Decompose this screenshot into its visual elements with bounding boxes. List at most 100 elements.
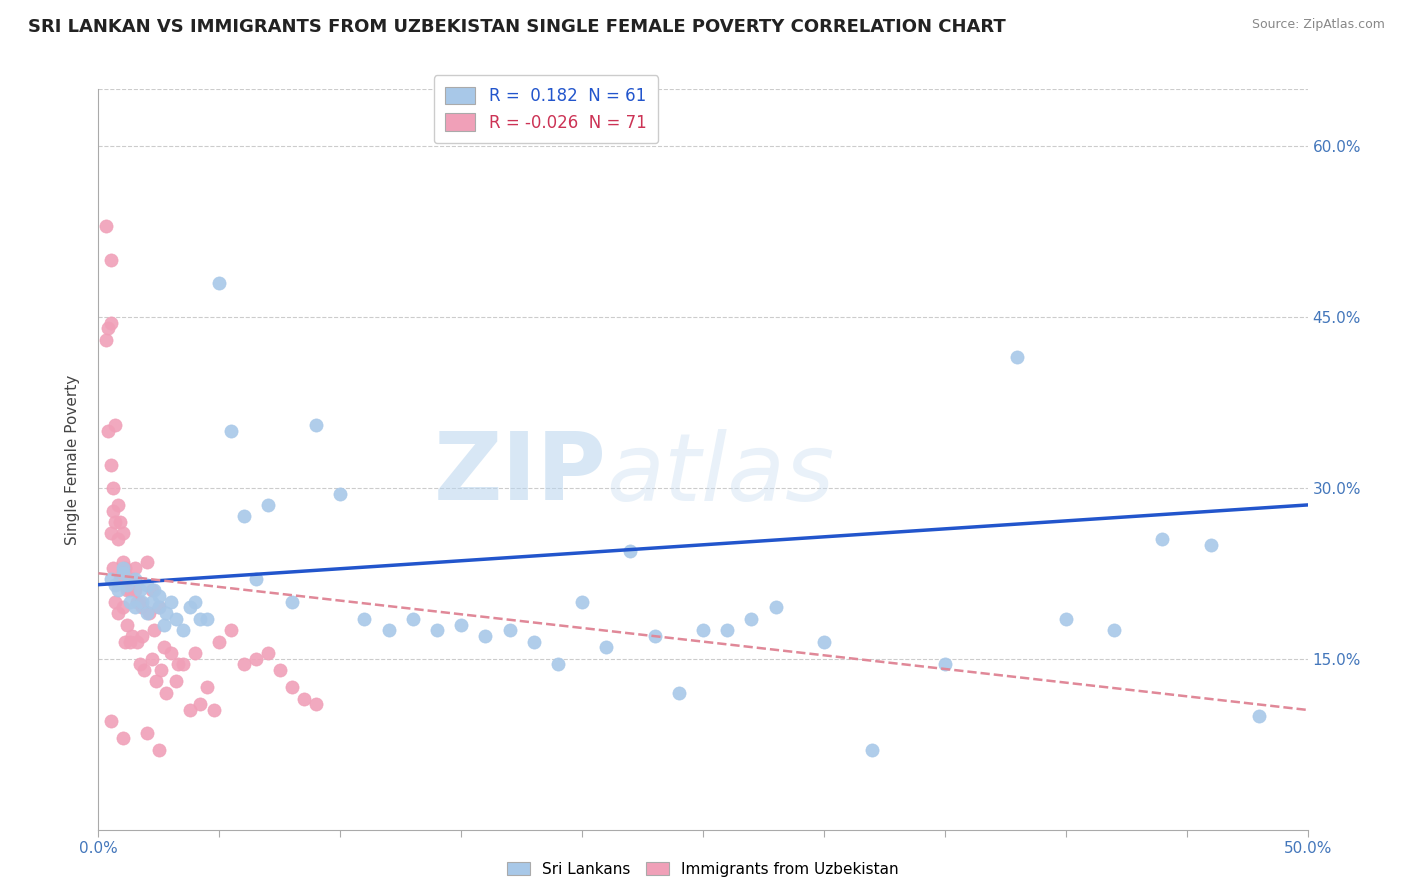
Point bbox=[152, 617, 174, 632]
Point bbox=[148, 743, 170, 757]
Point bbox=[124, 560, 146, 574]
Point bbox=[135, 555, 157, 569]
Point bbox=[716, 624, 738, 638]
Point bbox=[111, 731, 134, 746]
Point bbox=[195, 612, 218, 626]
Legend: R =  0.182  N = 61, R = -0.026  N = 71: R = 0.182 N = 61, R = -0.026 N = 71 bbox=[433, 75, 658, 144]
Point bbox=[1007, 350, 1029, 364]
Point bbox=[118, 634, 141, 648]
Point bbox=[97, 424, 120, 438]
Point bbox=[167, 657, 190, 672]
Point bbox=[256, 646, 278, 660]
Point bbox=[135, 577, 157, 591]
Point bbox=[644, 629, 666, 643]
Point bbox=[143, 583, 166, 598]
Point bbox=[121, 572, 143, 586]
Point bbox=[100, 316, 122, 330]
Point bbox=[111, 566, 134, 581]
Point bbox=[523, 634, 546, 648]
Point bbox=[138, 606, 160, 620]
Point bbox=[232, 509, 254, 524]
Point bbox=[172, 624, 194, 638]
Point bbox=[100, 526, 122, 541]
Point bbox=[152, 640, 174, 655]
Point bbox=[269, 663, 291, 677]
Point bbox=[245, 651, 267, 665]
Point bbox=[134, 663, 156, 677]
Point bbox=[188, 698, 211, 712]
Point bbox=[117, 617, 139, 632]
Point bbox=[150, 663, 173, 677]
Point bbox=[692, 624, 714, 638]
Point bbox=[281, 595, 304, 609]
Point bbox=[813, 634, 835, 648]
Text: Source: ZipAtlas.com: Source: ZipAtlas.com bbox=[1251, 18, 1385, 31]
Point bbox=[148, 589, 170, 603]
Point bbox=[1102, 624, 1125, 638]
Point bbox=[1249, 708, 1271, 723]
Point bbox=[619, 543, 641, 558]
Point bbox=[160, 595, 183, 609]
Point bbox=[155, 606, 177, 620]
Point bbox=[124, 572, 146, 586]
Point bbox=[353, 612, 375, 626]
Point bbox=[100, 458, 122, 472]
Point bbox=[117, 577, 139, 591]
Point bbox=[107, 498, 129, 512]
Point bbox=[131, 600, 153, 615]
Point bbox=[128, 657, 150, 672]
Point bbox=[571, 595, 593, 609]
Legend: Sri Lankans, Immigrants from Uzbekistan: Sri Lankans, Immigrants from Uzbekistan bbox=[499, 854, 907, 884]
Point bbox=[104, 577, 127, 591]
Point bbox=[188, 612, 211, 626]
Point bbox=[127, 634, 149, 648]
Point bbox=[547, 657, 569, 672]
Point bbox=[145, 674, 167, 689]
Point bbox=[111, 555, 134, 569]
Point bbox=[100, 253, 122, 268]
Point bbox=[118, 595, 141, 609]
Y-axis label: Single Female Poverty: Single Female Poverty bbox=[65, 375, 80, 544]
Point bbox=[160, 646, 183, 660]
Point bbox=[135, 725, 157, 739]
Point bbox=[121, 629, 143, 643]
Point bbox=[165, 674, 187, 689]
Point bbox=[108, 515, 131, 529]
Point bbox=[221, 424, 243, 438]
Point bbox=[114, 560, 136, 574]
Point bbox=[256, 498, 278, 512]
Point bbox=[155, 686, 177, 700]
Text: SRI LANKAN VS IMMIGRANTS FROM UZBEKISTAN SINGLE FEMALE POVERTY CORRELATION CHART: SRI LANKAN VS IMMIGRANTS FROM UZBEKISTAN… bbox=[28, 18, 1005, 36]
Point bbox=[179, 600, 201, 615]
Point bbox=[94, 333, 117, 347]
Point bbox=[97, 321, 120, 335]
Point bbox=[111, 600, 134, 615]
Point bbox=[305, 698, 328, 712]
Point bbox=[127, 595, 149, 609]
Point bbox=[1152, 532, 1174, 546]
Text: atlas: atlas bbox=[606, 429, 835, 520]
Point bbox=[107, 583, 129, 598]
Point bbox=[100, 714, 122, 729]
Point bbox=[305, 418, 328, 433]
Point bbox=[100, 572, 122, 586]
Point bbox=[172, 657, 194, 672]
Point bbox=[208, 276, 231, 290]
Point bbox=[135, 606, 157, 620]
Point bbox=[184, 646, 207, 660]
Point bbox=[292, 691, 315, 706]
Point bbox=[101, 560, 124, 574]
Point bbox=[765, 600, 787, 615]
Point bbox=[111, 526, 134, 541]
Point bbox=[204, 703, 226, 717]
Point bbox=[165, 612, 187, 626]
Point bbox=[450, 617, 472, 632]
Point bbox=[221, 624, 243, 638]
Point bbox=[124, 600, 146, 615]
Point bbox=[128, 595, 150, 609]
Point bbox=[104, 418, 127, 433]
Point bbox=[329, 486, 352, 500]
Point bbox=[934, 657, 956, 672]
Text: ZIP: ZIP bbox=[433, 428, 606, 520]
Point bbox=[498, 624, 520, 638]
